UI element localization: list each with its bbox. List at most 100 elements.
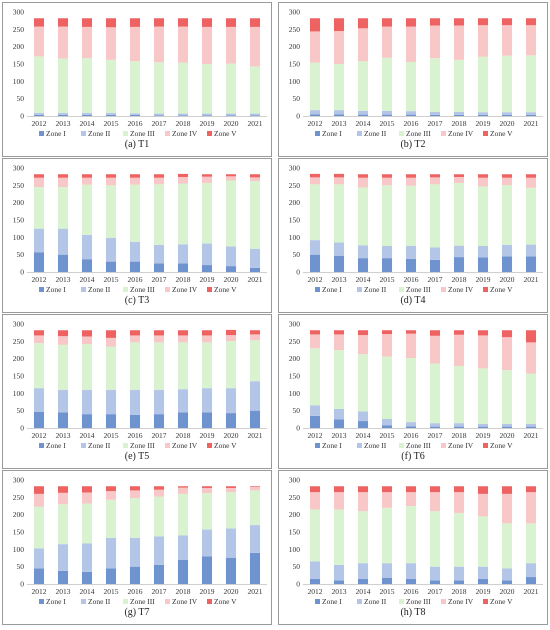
x-tick-label: 2013: [332, 275, 347, 284]
legend-label: Zone I: [46, 285, 66, 294]
bar-segment: [525, 577, 537, 584]
bar-segment: [33, 187, 45, 229]
bar-segment: [405, 61, 417, 112]
y-tick-label: 50: [293, 406, 301, 415]
bar-segment: [381, 563, 393, 578]
y-tick-label: 150: [289, 528, 301, 537]
bar-segment: [381, 486, 393, 493]
bar-segment: [81, 336, 93, 345]
bar-segment: [225, 340, 237, 389]
bar-segment: [225, 18, 237, 27]
x-tick-label: 2012: [308, 587, 323, 596]
bar-segment: [201, 486, 213, 488]
x-tick-label: 2020: [224, 587, 239, 596]
x-tick-label: 2016: [404, 275, 419, 284]
y-tick-label: 300: [13, 8, 25, 17]
bar-segment: [153, 174, 165, 178]
bar-segment: [429, 511, 441, 567]
x-tick-label: 2018: [176, 275, 191, 284]
bar-segment: [477, 257, 489, 272]
bar-segment: [525, 18, 537, 26]
bar-segment: [153, 244, 165, 264]
bar-segment: [129, 114, 141, 116]
bar-segment: [33, 177, 45, 188]
legend-label: Zone IV: [448, 441, 474, 450]
x-tick-label: 2012: [32, 119, 47, 128]
bar-segment: [405, 258, 417, 272]
bar-segment: [81, 174, 93, 178]
legend-label: Zone II: [364, 129, 387, 138]
bar-segment: [453, 330, 465, 335]
y-tick-label: 250: [13, 25, 25, 34]
bar-segment: [153, 489, 165, 497]
bar-segment: [81, 114, 93, 116]
bar-segment: [81, 26, 93, 59]
bar-segment: [333, 350, 345, 409]
x-tick-label: 2014: [80, 587, 95, 596]
y-tick-label: 0: [20, 424, 24, 433]
x-tick-label: 2020: [224, 119, 239, 128]
bar-segment: [477, 486, 489, 494]
bar-segment: [477, 177, 489, 187]
bar-segment: [57, 492, 69, 505]
legend-swatch: [483, 131, 488, 136]
x-tick-label: 2018: [176, 587, 191, 596]
bar-segment: [201, 18, 213, 27]
bar-segment: [405, 185, 417, 246]
legend-label: Zone V: [490, 597, 513, 606]
bar-segment: [405, 114, 417, 116]
x-tick-label: 2014: [356, 119, 371, 128]
bar-segment: [33, 548, 45, 569]
bar-segment: [381, 507, 393, 564]
legend-label: Zone III: [406, 597, 431, 606]
bar-segment: [501, 486, 513, 494]
x-tick-label: 2015: [380, 275, 395, 284]
bar-segment: [153, 335, 165, 343]
bar-segment: [225, 115, 237, 116]
legend-swatch: [39, 287, 44, 292]
bar-segment: [33, 568, 45, 584]
legend-label: Zone IV: [172, 285, 198, 294]
bar-segment: [57, 112, 69, 115]
bar-segment: [381, 114, 393, 116]
y-tick-label: 100: [13, 233, 25, 242]
bar-segment: [501, 25, 513, 56]
bar-segment: [501, 256, 513, 272]
bar-segment: [201, 176, 213, 183]
bar-segment: [405, 246, 417, 259]
chart-panel: 0 50 100 150 200 250 300 2012 2013 2014 2015 2016 20…: [2, 158, 272, 313]
x-tick-label: 2015: [380, 119, 395, 128]
bar-segment: [105, 499, 117, 538]
bar-segment: [81, 259, 93, 272]
bar-segment: [177, 26, 189, 63]
bar-segment: [501, 370, 513, 424]
bar-segment: [129, 113, 141, 115]
bar-segment: [453, 245, 465, 258]
y-tick-label: 50: [293, 94, 301, 103]
bar-segment: [309, 578, 321, 584]
bar-segment: [177, 330, 189, 336]
bar-segment: [225, 329, 237, 336]
legend-swatch: [441, 599, 446, 604]
bar-segment: [129, 61, 141, 114]
x-tick-label: 2013: [56, 119, 71, 128]
bar-segment: [357, 18, 369, 29]
bar-segment: [429, 580, 441, 584]
bar-segment: [501, 177, 513, 185]
bar-segment: [405, 486, 417, 493]
bar-segment: [501, 174, 513, 178]
bar-segment: [105, 346, 117, 390]
bar-segment: [129, 261, 141, 272]
bar-segment: [153, 342, 165, 390]
legend-label: Zone IV: [448, 129, 474, 138]
bar-segment: [249, 113, 261, 116]
bar-segment: [405, 422, 417, 427]
y-tick-label: 200: [289, 354, 301, 363]
legend-swatch: [357, 599, 362, 604]
y-tick-label: 100: [289, 233, 301, 242]
y-tick-label: 200: [289, 510, 301, 519]
legend-label: Zone III: [130, 129, 155, 138]
x-tick-label: 2020: [500, 431, 515, 440]
bar-segment: [309, 561, 321, 579]
bar-segment: [249, 248, 261, 268]
